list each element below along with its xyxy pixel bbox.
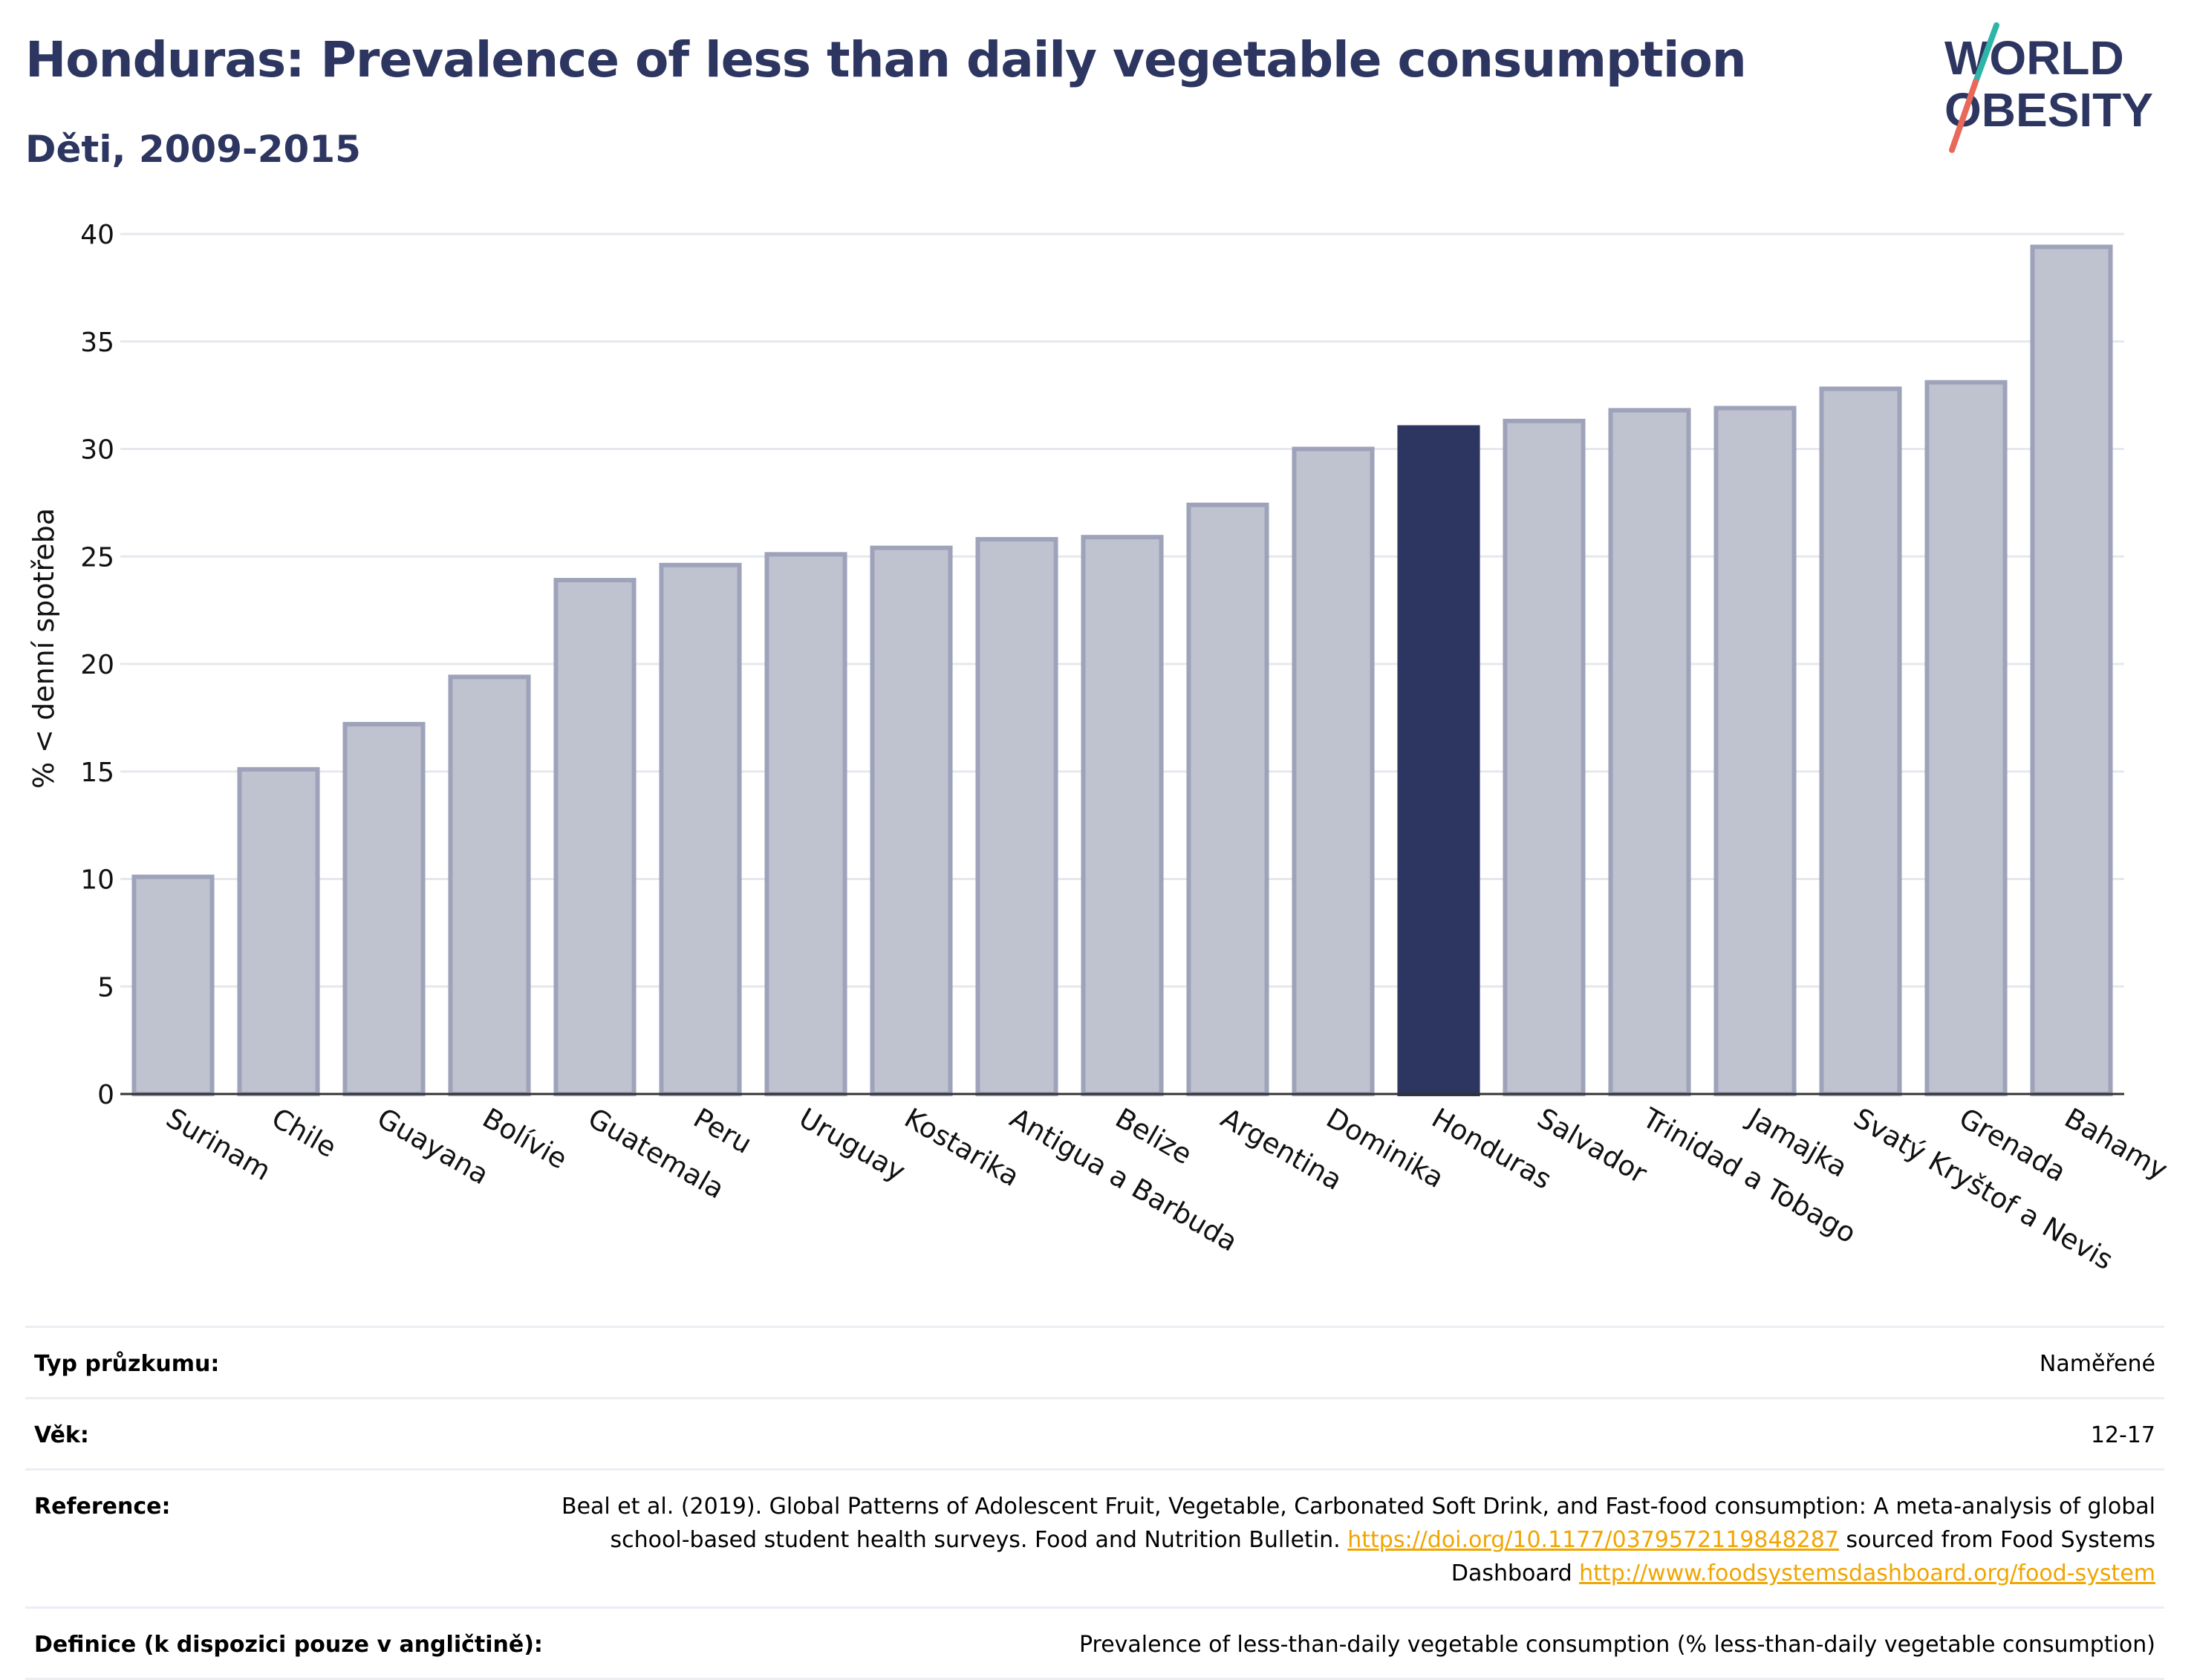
y-tick-label: 40 <box>80 220 114 250</box>
chart-title: Honduras: Prevalence of less than daily … <box>25 31 1747 88</box>
y-tick-label: 20 <box>80 650 114 680</box>
y-tick-label: 5 <box>97 972 114 1003</box>
bar-belize[interactable] <box>1081 535 1164 1096</box>
definition-label: Definice (k dispozici pouze v angličtině… <box>34 1632 543 1658</box>
x-tick-label: Bahamy <box>2060 1102 2173 1186</box>
reference-value: Beal et al. (2019). Global Patterns of A… <box>551 1490 2155 1590</box>
y-tick-label: 15 <box>80 758 114 788</box>
age-label: Věk: <box>34 1422 89 1448</box>
y-axis-label: % < denní spotřeba <box>27 508 60 789</box>
bar-guayana[interactable] <box>342 722 426 1096</box>
bar-grenada[interactable] <box>1924 380 2008 1096</box>
x-tick-label: Guayana <box>372 1102 495 1191</box>
bar-guatemala[interactable] <box>553 578 637 1096</box>
reference-label: Reference: <box>34 1494 171 1520</box>
bar-kostarika[interactable] <box>870 545 953 1096</box>
bar-antigua-a-barbuda[interactable] <box>975 537 1058 1096</box>
x-tick-label: Uruguay <box>794 1102 911 1188</box>
x-tick-label: Chile <box>267 1102 342 1165</box>
y-tick-label: 0 <box>97 1080 114 1110</box>
age-value: 12-17 <box>2090 1422 2155 1448</box>
survey-label: Typ průzkumu: <box>34 1351 220 1377</box>
bar-jamajka[interactable] <box>1713 406 1797 1096</box>
bar-dominika[interactable] <box>1292 446 1375 1096</box>
x-tick-label: Peru <box>689 1102 758 1160</box>
bar-salvador[interactable] <box>1503 418 1586 1096</box>
definition-value: Prevalence of less-than-daily vegetable … <box>1078 1632 2155 1658</box>
logo-line1: WORLD <box>1944 31 2124 85</box>
bar-svat-kry-tof-a-nevis[interactable] <box>1819 386 1902 1096</box>
bar-argentina[interactable] <box>1186 502 1269 1096</box>
bar-trinidad-a-tobago[interactable] <box>1608 408 1691 1096</box>
bar-bahamy[interactable] <box>2030 244 2113 1096</box>
x-tick-label: Surinam <box>161 1102 276 1188</box>
y-tick-label: 35 <box>80 328 114 358</box>
x-tick-label: Argentina <box>1216 1102 1348 1196</box>
x-tick-label: Kostarika <box>899 1102 1025 1193</box>
dashboard-link[interactable]: http://www.foodsystemsdashboard.org/food… <box>1579 1560 2155 1586</box>
meta-row-age: Věk: 12-17 <box>25 1397 2164 1468</box>
survey-value: Naměřené <box>2039 1351 2155 1377</box>
bar-bol-vie[interactable] <box>448 674 531 1096</box>
bar-surinam[interactable] <box>131 874 215 1096</box>
meta-row-definition: Definice (k dispozici pouze v angličtině… <box>25 1606 2164 1680</box>
metadata-table: Typ průzkumu: Naměřené Věk: 12-17 Refere… <box>25 1326 2164 1680</box>
doi-link[interactable]: https://doi.org/10.1177/0379572119848287 <box>1347 1527 1839 1553</box>
meta-row-reference: Reference: Beal et al. (2019). Global Pa… <box>25 1468 2164 1606</box>
bar-uruguay[interactable] <box>764 552 847 1096</box>
bar-chile[interactable] <box>237 766 320 1096</box>
meta-row-survey: Typ průzkumu: Naměřené <box>25 1326 2164 1397</box>
y-tick-label: 10 <box>80 865 114 896</box>
bar-honduras[interactable] <box>1397 425 1480 1096</box>
y-tick-label: 25 <box>80 542 114 573</box>
y-tick-label: 30 <box>80 435 114 466</box>
world-obesity-logo: WORLD OBESITY <box>1944 22 2153 153</box>
logo-line2: OBESITY <box>1944 83 2153 137</box>
chart-subtitle: Děti, 2009-2015 <box>25 128 361 171</box>
reference-text-2: sourced from Food Systems Dashboard <box>1451 1527 2155 1586</box>
reference-text-1: Beal et al. (2019). Global Patterns of A… <box>561 1494 2155 1553</box>
bars <box>131 244 2113 1096</box>
bar-peru[interactable] <box>659 562 742 1096</box>
x-tick-label: Honduras <box>1427 1102 1558 1196</box>
